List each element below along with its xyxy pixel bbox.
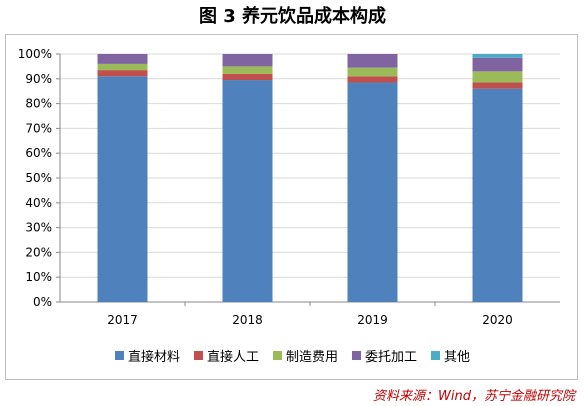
bar-segment-2020 [472,88,523,302]
y-tick-label: 0% [33,295,52,309]
y-tick-label: 90% [25,72,52,86]
legend-label: 委托加工 [365,350,418,365]
bar-segment-2019 [347,67,398,77]
legend-label: 制造费用 [285,350,338,365]
legend-item: 直接人工 [193,346,259,365]
x-tick-label: 2017 [107,313,138,327]
bar-segment-2020 [472,82,523,89]
x-tick-label: 2019 [357,313,388,327]
bar-segment-2020 [472,71,523,83]
y-tick-label: 70% [25,121,52,135]
y-tick-label: 10% [25,270,52,284]
bar-segment-2019 [347,76,398,83]
legend-swatch [431,351,441,360]
legend-swatch [193,351,203,360]
legend-label: 直接人工 [206,350,259,365]
legend-item: 委托加工 [352,346,417,365]
legend-label: 其他 [444,350,471,365]
bar-segment-2018 [222,73,273,81]
source-note: 资料来源：Wind，苏宁金融研究院 [373,389,575,404]
bar-segment-2018 [222,54,273,67]
bar-segment-2018 [222,66,273,74]
chart-title: 图 3 养元饮品成本构成 [198,6,387,27]
chart-frame [5,34,578,380]
bar-segment-2017 [97,70,148,77]
bar-segment-2018 [222,80,273,302]
x-tick-label: 2020 [482,313,513,327]
y-tick-label: 100% [18,47,52,61]
bar-segment-2019 [347,82,398,303]
legend-item: 其他 [431,346,470,365]
y-tick-label: 30% [25,221,52,235]
y-tick-label: 20% [25,245,52,259]
legend-swatch [272,351,282,360]
y-tick-label: 80% [25,97,52,111]
legend-item: 制造费用 [272,346,338,365]
legend-item: 直接材料 [114,346,180,365]
x-tick-label: 2018 [232,313,263,327]
y-tick-label: 60% [25,146,52,160]
y-tick-label: 40% [25,196,52,210]
legend-swatch [352,351,361,360]
legend-swatch [114,351,124,360]
bar-segment-2017 [97,63,148,71]
bar-segment-2019 [347,54,398,68]
bar-segment-2017 [97,54,148,64]
bar-segment-2017 [97,76,148,302]
bar-segment-2020 [472,57,523,72]
chart-legend: 直接材料 直接人工 制造费用 委托加工 其他 [0,346,585,365]
bar-segment-2020 [472,54,523,58]
legend-label: 直接材料 [127,350,180,365]
y-tick-label: 50% [25,171,52,185]
